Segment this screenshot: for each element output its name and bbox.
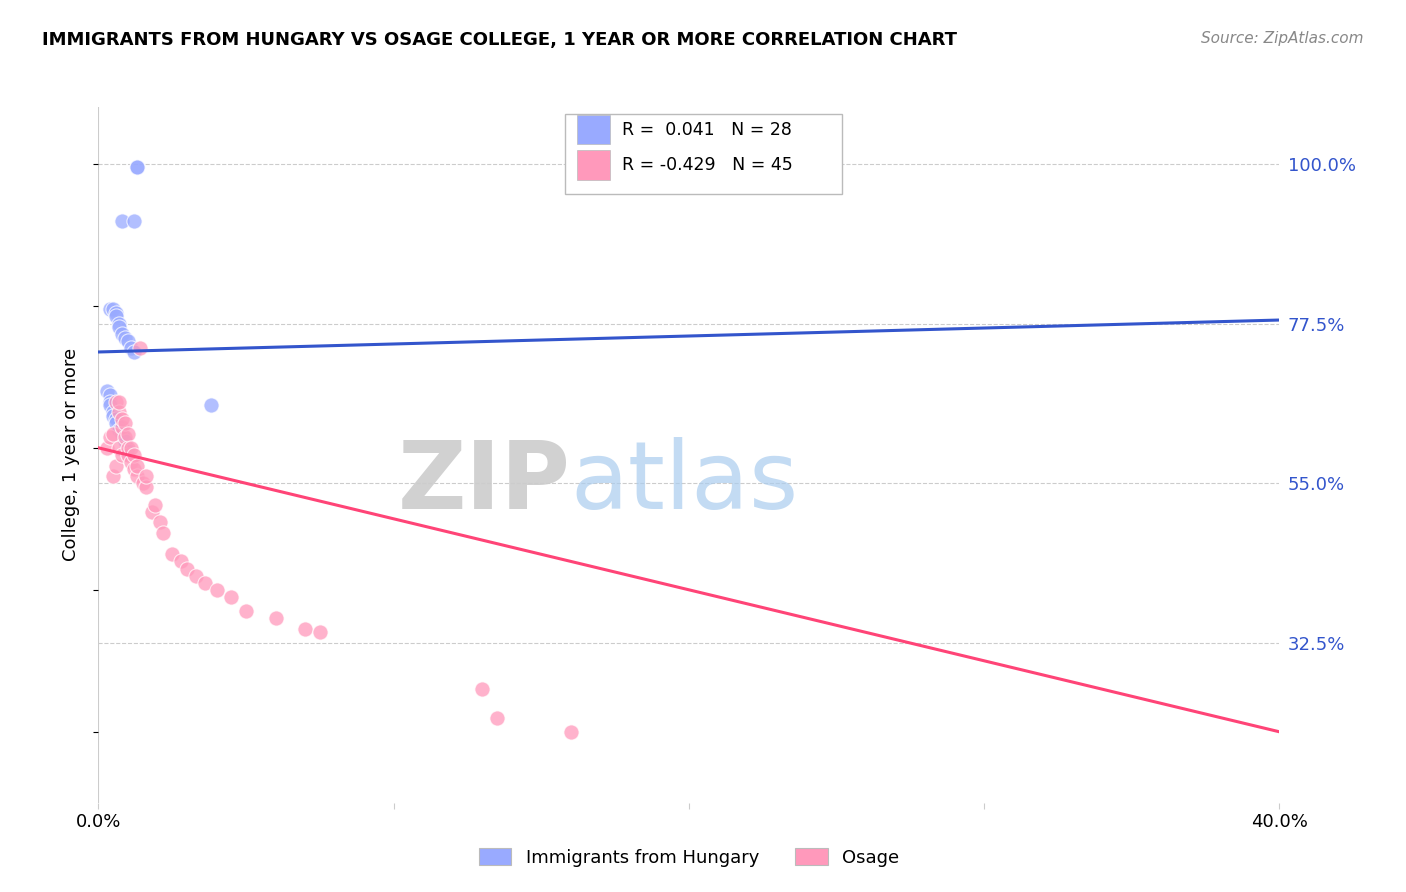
- Point: [122, 462, 145, 476]
- Point: [560, 724, 582, 739]
- Point: [103, 302, 125, 317]
- Point: [105, 310, 128, 324]
- Point: [98, 430, 121, 444]
- Point: [176, 561, 198, 575]
- Point: [108, 423, 131, 437]
- Point: [135, 480, 157, 494]
- Text: ZIP: ZIP: [398, 437, 571, 529]
- Y-axis label: College, 1 year or more: College, 1 year or more: [62, 349, 80, 561]
- Point: [125, 161, 148, 175]
- Point: [125, 458, 148, 473]
- FancyBboxPatch shape: [565, 114, 842, 194]
- Point: [108, 320, 131, 334]
- Text: atlas: atlas: [571, 437, 799, 529]
- Point: [114, 430, 136, 444]
- Point: [200, 398, 222, 412]
- Point: [108, 394, 131, 409]
- Point: [120, 455, 142, 469]
- Point: [162, 547, 183, 561]
- Point: [117, 334, 139, 349]
- Point: [105, 412, 128, 426]
- Point: [111, 448, 134, 462]
- Point: [122, 213, 145, 227]
- Point: [103, 426, 125, 441]
- Point: [108, 405, 131, 419]
- Point: [122, 448, 145, 462]
- Text: R = -0.429   N = 45: R = -0.429 N = 45: [621, 156, 793, 174]
- Point: [98, 398, 121, 412]
- Point: [120, 342, 142, 356]
- Point: [114, 331, 136, 345]
- Point: [111, 419, 134, 434]
- Point: [125, 161, 148, 175]
- Point: [105, 306, 128, 320]
- Point: [143, 498, 166, 512]
- Point: [98, 302, 121, 317]
- Point: [135, 469, 157, 483]
- Point: [114, 434, 136, 448]
- Text: IMMIGRANTS FROM HUNGARY VS OSAGE COLLEGE, 1 YEAR OR MORE CORRELATION CHART: IMMIGRANTS FROM HUNGARY VS OSAGE COLLEGE…: [42, 31, 957, 49]
- Point: [184, 568, 207, 582]
- Point: [219, 590, 242, 604]
- Point: [114, 416, 136, 430]
- Point: [105, 394, 128, 409]
- Point: [111, 327, 134, 342]
- Point: [117, 448, 139, 462]
- Point: [309, 625, 332, 640]
- Text: R =  0.041   N = 28: R = 0.041 N = 28: [621, 120, 792, 139]
- Point: [105, 416, 128, 430]
- Point: [486, 710, 509, 724]
- Point: [152, 526, 174, 541]
- Point: [105, 458, 128, 473]
- Point: [125, 469, 148, 483]
- Point: [108, 317, 131, 331]
- Point: [117, 426, 139, 441]
- Point: [294, 622, 316, 636]
- Point: [98, 387, 121, 401]
- Point: [132, 476, 155, 491]
- Point: [111, 426, 134, 441]
- Point: [471, 682, 494, 697]
- Point: [111, 213, 134, 227]
- Point: [108, 441, 131, 455]
- Point: [117, 444, 139, 458]
- Point: [194, 575, 217, 590]
- Point: [111, 412, 134, 426]
- Point: [264, 611, 287, 625]
- Point: [103, 469, 125, 483]
- Point: [149, 516, 172, 530]
- Point: [205, 582, 228, 597]
- FancyBboxPatch shape: [576, 151, 610, 179]
- Point: [103, 405, 125, 419]
- Point: [120, 441, 142, 455]
- Point: [235, 604, 257, 618]
- Point: [103, 409, 125, 423]
- Point: [96, 384, 118, 398]
- FancyBboxPatch shape: [576, 115, 610, 145]
- Legend: Immigrants from Hungary, Osage: Immigrants from Hungary, Osage: [471, 840, 907, 874]
- Point: [96, 441, 118, 455]
- Text: Source: ZipAtlas.com: Source: ZipAtlas.com: [1201, 31, 1364, 46]
- Point: [141, 505, 163, 519]
- Point: [170, 554, 193, 568]
- Point: [98, 394, 121, 409]
- Point: [117, 441, 139, 455]
- Point: [122, 345, 145, 359]
- Point: [128, 342, 150, 356]
